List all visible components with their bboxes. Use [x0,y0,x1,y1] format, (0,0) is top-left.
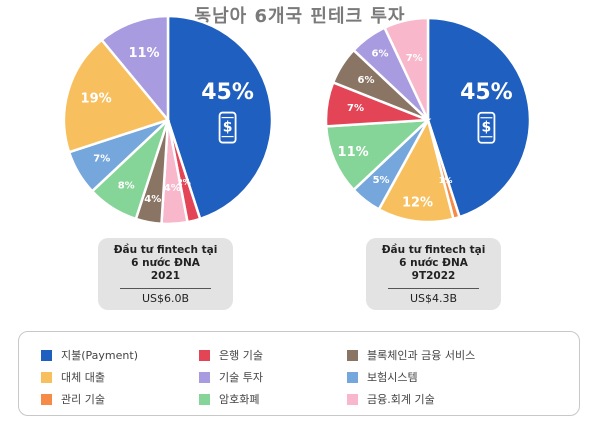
svg-text:$: $ [482,120,492,136]
legend-swatch [199,393,210,405]
slice-label-payment: 45% [201,80,254,105]
legend-label: 기술 투자 [219,371,263,384]
legend-swatch [199,371,210,383]
pie-slice-investment [99,14,170,124]
pie-slice-lending [62,38,171,154]
pie-slice-lending [377,116,455,224]
legend-item-banking: 은행 기술 [199,348,263,362]
slice-label-lending: 12% [402,196,433,211]
slice-label-banking: 2% [177,178,191,187]
caption-divider [388,288,479,289]
slice-label-banking: 7% [347,103,364,114]
slice-label-accounting: 4% [164,183,181,194]
slice-label-lending: 19% [81,92,112,107]
legend-label: 대체 대출 [61,371,105,384]
caption-box-9t2022: Đầu tư fintech tại 6 nước ĐNA 9T2022 US$… [366,238,501,310]
slice-label-blockchain: 4% [144,194,161,205]
legend-item-accounting: 금융.회계 기술 [347,392,435,406]
legend-swatch [347,349,358,361]
pie-slice-accounting [382,16,430,121]
caption-divider [120,288,211,289]
legend-item-lending: 대체 대출 [41,370,105,384]
chart-title: 동남아 6개국 핀테크 투자 [194,6,406,27]
slice-label-payment: 45% [460,80,513,105]
legend-item-investment: 기술 투자 [199,370,263,384]
pie-slice-crypto [324,118,432,192]
slice-label-wealth: 1% [439,176,453,185]
caption-box-2021: Đầu tư fintech tại 6 nước ĐNA 2021 US$6.… [98,238,233,310]
caption-total: US$6.0B [141,292,190,305]
slice-label-insurance: 7% [93,154,110,165]
caption-line: 6 nước ĐNA [399,257,468,269]
caption-total: US$4.3B [409,292,458,305]
legend: 지불(Payment) 은행 기술 블록체인과 금융 서비스 대체 대출 기술 … [18,331,580,416]
slice-label-crypto: 8% [118,180,135,191]
caption-line: 9T2022 [411,270,456,282]
legend-label: 금융.회계 기술 [367,393,435,406]
legend-swatch [41,393,52,405]
legend-item-insurance: 보험시스템 [347,370,418,384]
legend-label: 보험시스템 [367,371,418,384]
legend-label: 지불(Payment) [61,349,138,362]
slice-label-investment: 11% [128,46,159,61]
svg-text:$: $ [223,120,233,136]
legend-label: 은행 기술 [219,349,263,362]
caption-line: 6 nước ĐNA [131,257,200,269]
slice-label-crypto: 11% [338,145,369,160]
phone-dollar-icon: $ [477,111,496,144]
phone-dollar-icon: $ [218,111,237,144]
legend-item-payment: 지불(Payment) [41,348,138,362]
slice-label-blockchain: 6% [358,75,375,86]
legend-label: 블록체인과 금융 서비스 [367,349,476,362]
legend-item-blockchain: 블록체인과 금융 서비스 [347,348,475,362]
legend-swatch [347,393,358,405]
legend-label: 관리 기술 [61,393,105,406]
legend-swatch [347,371,358,383]
slice-label-accounting: 7% [406,53,423,64]
legend-swatch [41,349,52,361]
slice-label-investment: 6% [372,49,389,60]
slice-label-insurance: 5% [373,175,390,186]
caption-line: 2021 [150,270,181,282]
legend-item-wealth: 관리 기술 [41,392,105,406]
caption-line: Đầu tư fintech tại [381,244,486,256]
legend-item-crypto: 암호화폐 [199,392,259,406]
legend-swatch [41,371,52,383]
legend-swatch [199,349,210,361]
legend-label: 암호화폐 [219,393,260,406]
caption-line: Đầu tư fintech tại [113,244,218,256]
